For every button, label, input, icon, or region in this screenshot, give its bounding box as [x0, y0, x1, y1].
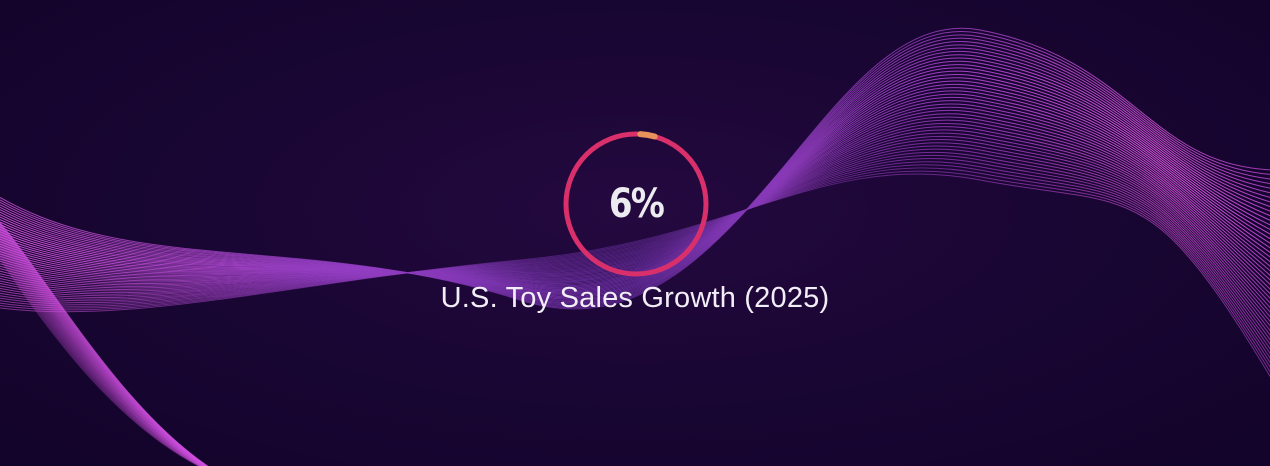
- wave-line: [0, 247, 204, 466]
- wave-line: [0, 240, 205, 466]
- wave-line: [0, 249, 203, 466]
- wave-line: [0, 239, 205, 466]
- wave-line: [0, 173, 1270, 378]
- wave-line: [0, 243, 205, 466]
- progress-ring-track: [563, 131, 709, 277]
- wave-line: [0, 246, 204, 466]
- wave-line: [0, 251, 203, 466]
- wave-line: [0, 248, 203, 466]
- wave-line: [0, 253, 202, 466]
- wave-line: [0, 252, 202, 466]
- wave-line: [0, 244, 204, 466]
- wave-line: [0, 242, 205, 466]
- stat-value: 6%: [608, 181, 665, 227]
- progress-ring: [563, 131, 709, 277]
- wave-line: [0, 256, 201, 466]
- wave-line: [0, 255, 201, 466]
- stat-caption: U.S. Toy Sales Growth (2025): [440, 282, 830, 314]
- wave-line: [0, 258, 200, 466]
- wave-line: [0, 257, 201, 466]
